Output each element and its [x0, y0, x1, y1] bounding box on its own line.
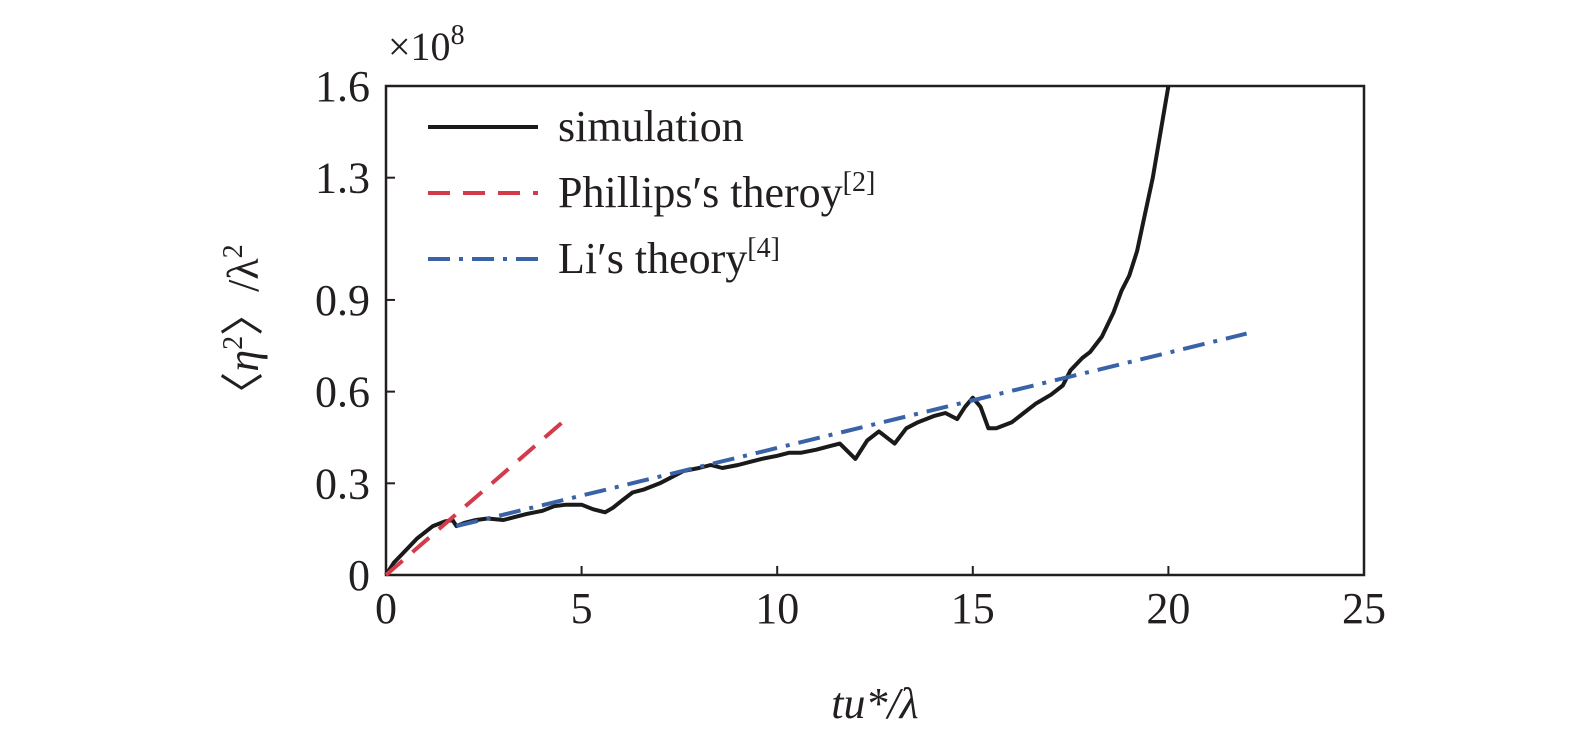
y-tick-label: 0: [348, 551, 370, 600]
x-tick-label: 25: [1342, 584, 1386, 633]
y-tick-label: 1.3: [315, 154, 370, 203]
legend: simulation Phillips′s theroy[2] Li′s the…: [428, 102, 875, 283]
legend-label-simulation: simulation: [558, 102, 744, 151]
legend-item-simulation: simulation: [428, 102, 744, 151]
series-layer: [384, 85, 1248, 577]
axis-multiplier: ×108: [388, 20, 465, 69]
y-tick-label: 0.9: [315, 276, 370, 325]
x-axis-label: tu*/λ: [831, 679, 919, 728]
legend-item-li-theory: Li′s theory[4]: [428, 233, 780, 283]
y-tick-label: 0.3: [315, 459, 370, 508]
x-tick-label: 20: [1146, 584, 1190, 633]
plot-frame: [384, 84, 1366, 577]
series-line-1: [384, 417, 568, 577]
x-tick-label: 5: [571, 584, 593, 633]
y-axis-label: 〈η2〉/λ2: [218, 244, 268, 415]
series-line-0: [384, 85, 1171, 577]
legend-label-li-theory: Li′s theory[4]: [558, 233, 780, 283]
x-tick-label: 0: [375, 584, 397, 633]
x-tick-label: 15: [951, 584, 995, 633]
y-axis-ticks: 0 0.3 0.6 0.9 1.3 1.6: [315, 62, 395, 600]
legend-label-phillips-theory: Phillips′s theroy[2]: [558, 167, 875, 217]
x-axis-ticks: 0 5 10 15 20 25: [375, 566, 1386, 633]
x-tick-label: 10: [755, 584, 799, 633]
y-tick-label: 1.6: [315, 62, 370, 111]
series-line-2: [455, 331, 1248, 529]
y-tick-label: 0.6: [315, 368, 370, 417]
legend-item-phillips-theory: Phillips′s theroy[2]: [428, 167, 875, 217]
